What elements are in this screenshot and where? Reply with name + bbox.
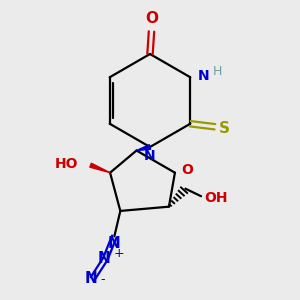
Polygon shape: [90, 163, 110, 173]
Text: N: N: [108, 236, 121, 251]
Text: +: +: [114, 247, 124, 260]
Text: OH: OH: [205, 191, 228, 205]
Text: N: N: [85, 271, 98, 286]
Polygon shape: [136, 145, 151, 151]
Text: HO: HO: [55, 157, 79, 171]
Text: O: O: [181, 163, 193, 177]
Text: H: H: [213, 65, 222, 78]
Text: N: N: [198, 69, 209, 83]
Text: N: N: [144, 148, 156, 163]
Text: -: -: [100, 273, 105, 286]
Text: O: O: [145, 11, 158, 26]
Text: S: S: [219, 121, 230, 136]
Text: N: N: [98, 251, 110, 266]
